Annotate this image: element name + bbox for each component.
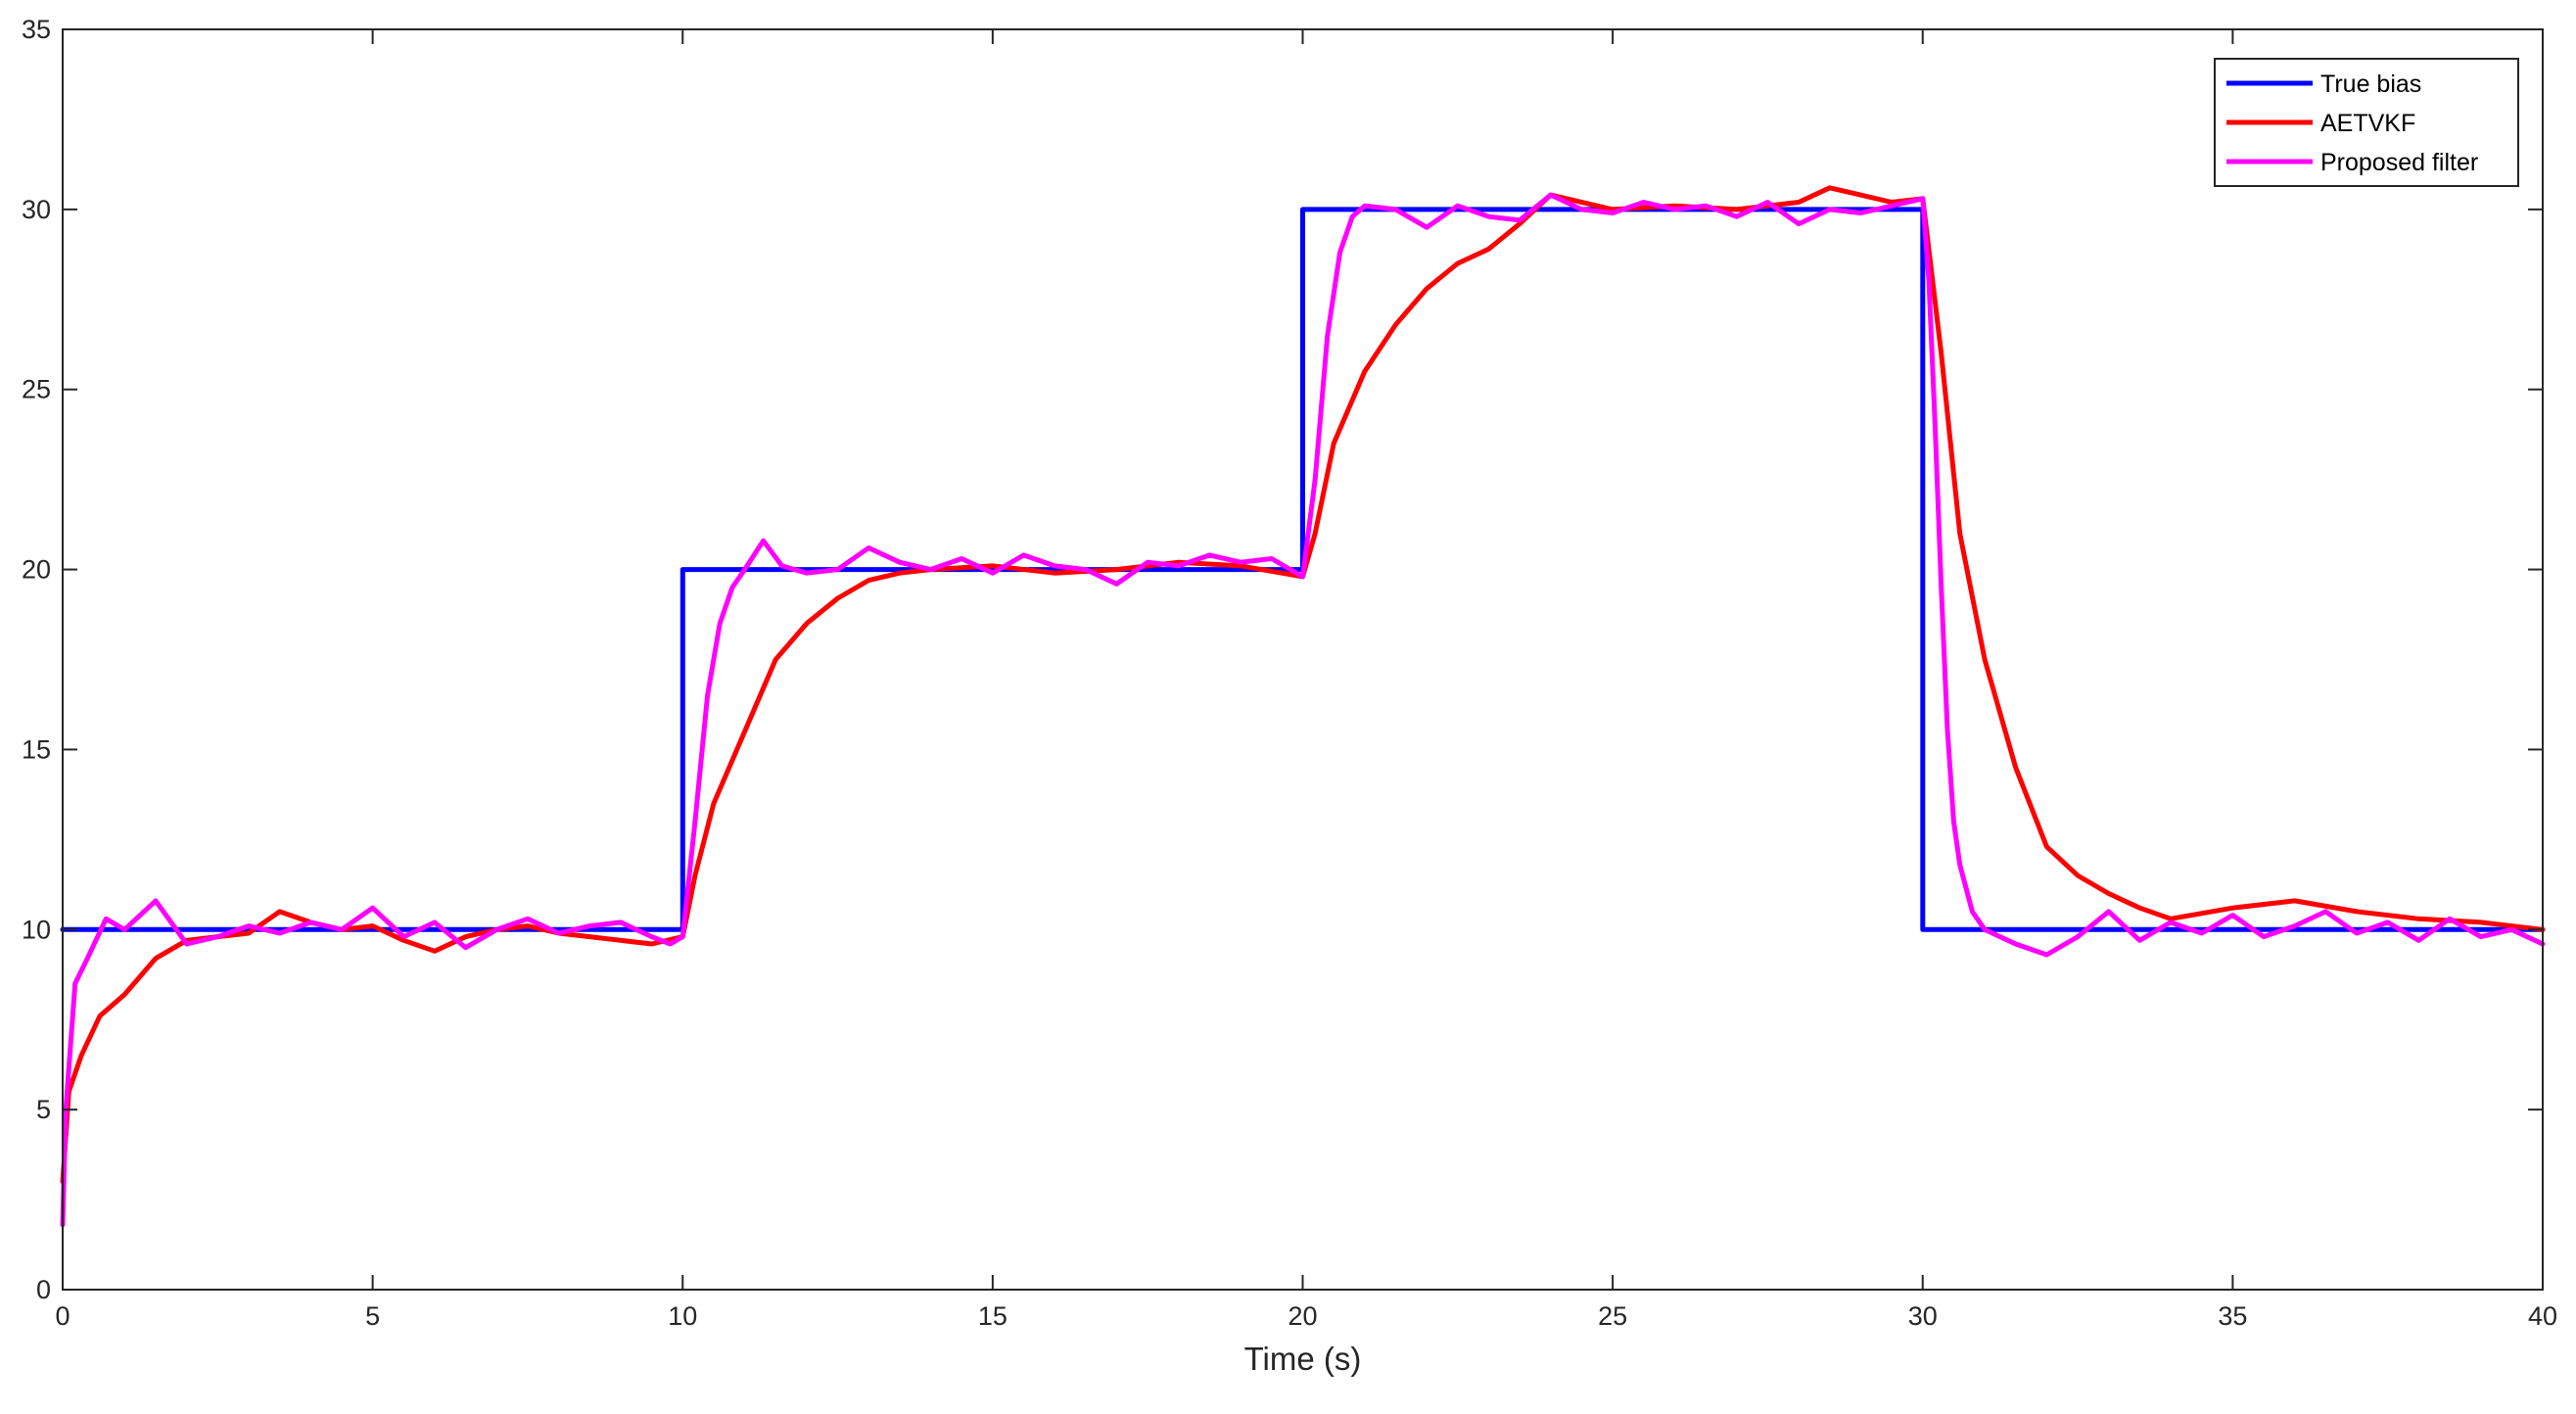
y-tick-label: 15 xyxy=(22,734,51,764)
series-layer xyxy=(60,185,2546,1228)
x-tick-label: 0 xyxy=(55,1301,70,1331)
x-axis-title: Time (s) xyxy=(1244,1341,1362,1377)
x-tick-label: 30 xyxy=(1908,1301,1938,1331)
y-tick-label: 20 xyxy=(22,555,51,585)
legend: True bias AETVKF Proposed filter xyxy=(2214,58,2519,187)
x-tick-label: 40 xyxy=(2528,1301,2557,1331)
y-tick-label: 25 xyxy=(22,375,51,404)
x-tick-label: 10 xyxy=(668,1301,697,1331)
x-tick-label: 25 xyxy=(1598,1301,1627,1331)
legend-entry: Proposed filter xyxy=(2320,149,2478,176)
y-tick-label: 30 xyxy=(22,195,51,224)
y-tick-label: 0 xyxy=(36,1275,51,1304)
x-tick-label: 20 xyxy=(1288,1301,1317,1331)
x-axis: 0 5 10 15 20 25 30 35 40 xyxy=(55,29,2557,1331)
series-line-proposed-filter xyxy=(60,192,2546,1228)
y-tick-label: 10 xyxy=(22,915,51,944)
series-line-true-bias xyxy=(60,207,2546,932)
x-tick-label: 35 xyxy=(2218,1301,2247,1331)
x-tick-label: 5 xyxy=(365,1301,380,1331)
y-tick-label: 35 xyxy=(22,15,51,44)
legend-entry: AETVKF xyxy=(2320,110,2415,137)
y-axis: 0 5 10 15 20 25 30 35 xyxy=(22,15,2543,1304)
y-tick-label: 5 xyxy=(36,1095,51,1124)
legend-entry: True bias xyxy=(2320,71,2421,98)
series-line-aetvkf xyxy=(60,185,2546,1185)
x-tick-label: 15 xyxy=(978,1301,1007,1331)
